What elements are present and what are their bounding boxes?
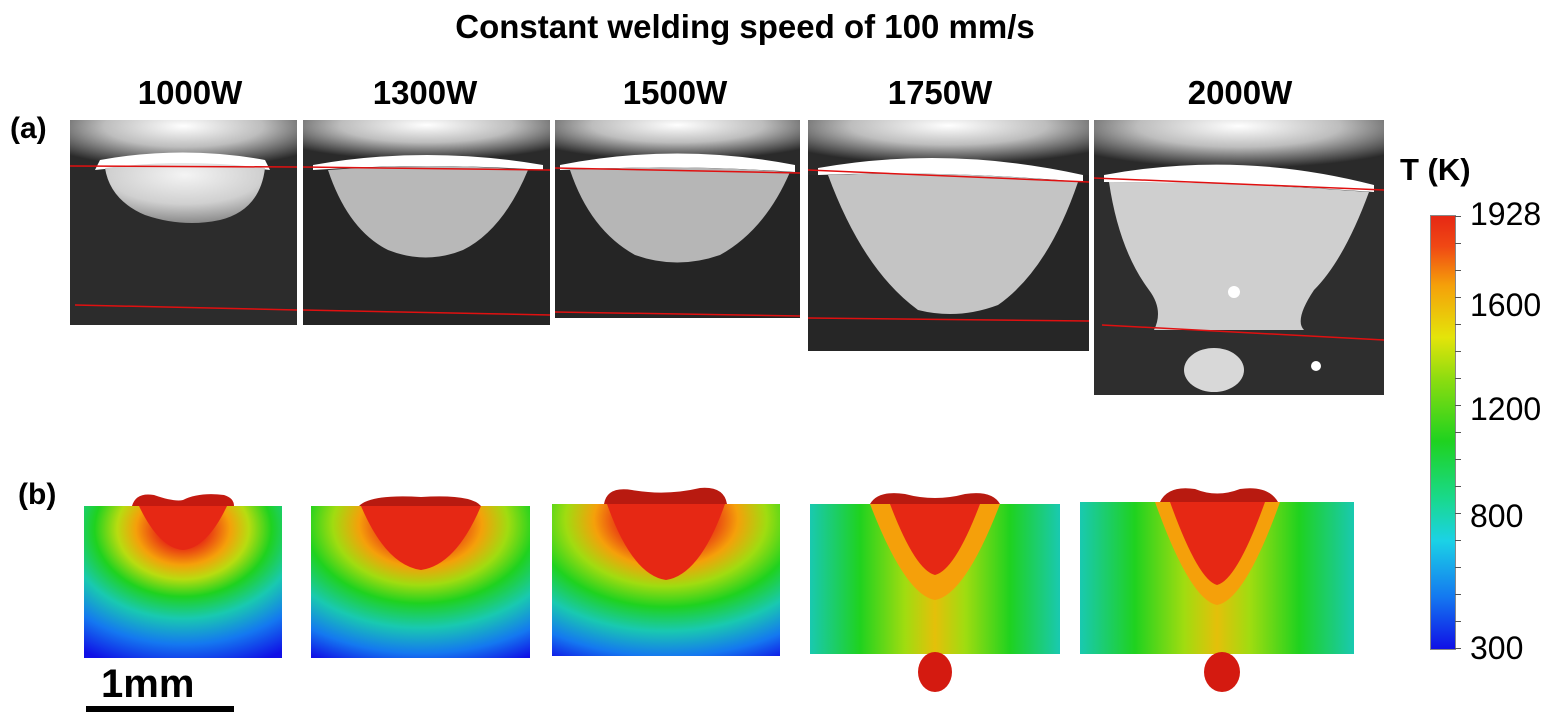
figure-title: Constant welding speed of 100 mm/s bbox=[455, 8, 1035, 45]
scale-bar bbox=[86, 706, 234, 712]
colorbar-title: T (K) bbox=[1400, 152, 1471, 187]
xray-image-1500w bbox=[555, 120, 800, 318]
simulation-field-1500w bbox=[552, 480, 780, 656]
simulation-field-2000w bbox=[1080, 480, 1354, 692]
simulation-field-1300w bbox=[311, 480, 530, 658]
xray-image-1750w bbox=[808, 120, 1089, 351]
power-label-1300w: 1300W bbox=[372, 74, 478, 111]
colorbar-tick-label: 1200 bbox=[1470, 391, 1542, 427]
row-label-b: (b) bbox=[18, 478, 57, 511]
xray-image-1000w bbox=[70, 120, 297, 325]
colorbar-tick-label: 300 bbox=[1470, 630, 1524, 666]
colorbar-tick-label: 1928 bbox=[1470, 196, 1542, 232]
power-label-1500w: 1500W bbox=[622, 74, 728, 111]
colorbar-tick-label: 1600 bbox=[1470, 287, 1542, 323]
colorbar-tick-label: 800 bbox=[1470, 498, 1524, 534]
power-label-1000w: 1000W bbox=[137, 74, 243, 111]
row-label-a: (a) bbox=[10, 112, 47, 145]
simulation-field-1750w bbox=[810, 480, 1060, 692]
xray-image-1300w bbox=[303, 120, 550, 325]
scale-bar-label: 1mm bbox=[101, 662, 195, 706]
xray-image-2000w bbox=[1094, 120, 1384, 395]
temperature-colorbar bbox=[1430, 215, 1461, 650]
power-label-1750w: 1750W bbox=[887, 74, 993, 111]
power-label-2000w: 2000W bbox=[1187, 74, 1293, 111]
simulation-field-1000w bbox=[84, 480, 282, 658]
